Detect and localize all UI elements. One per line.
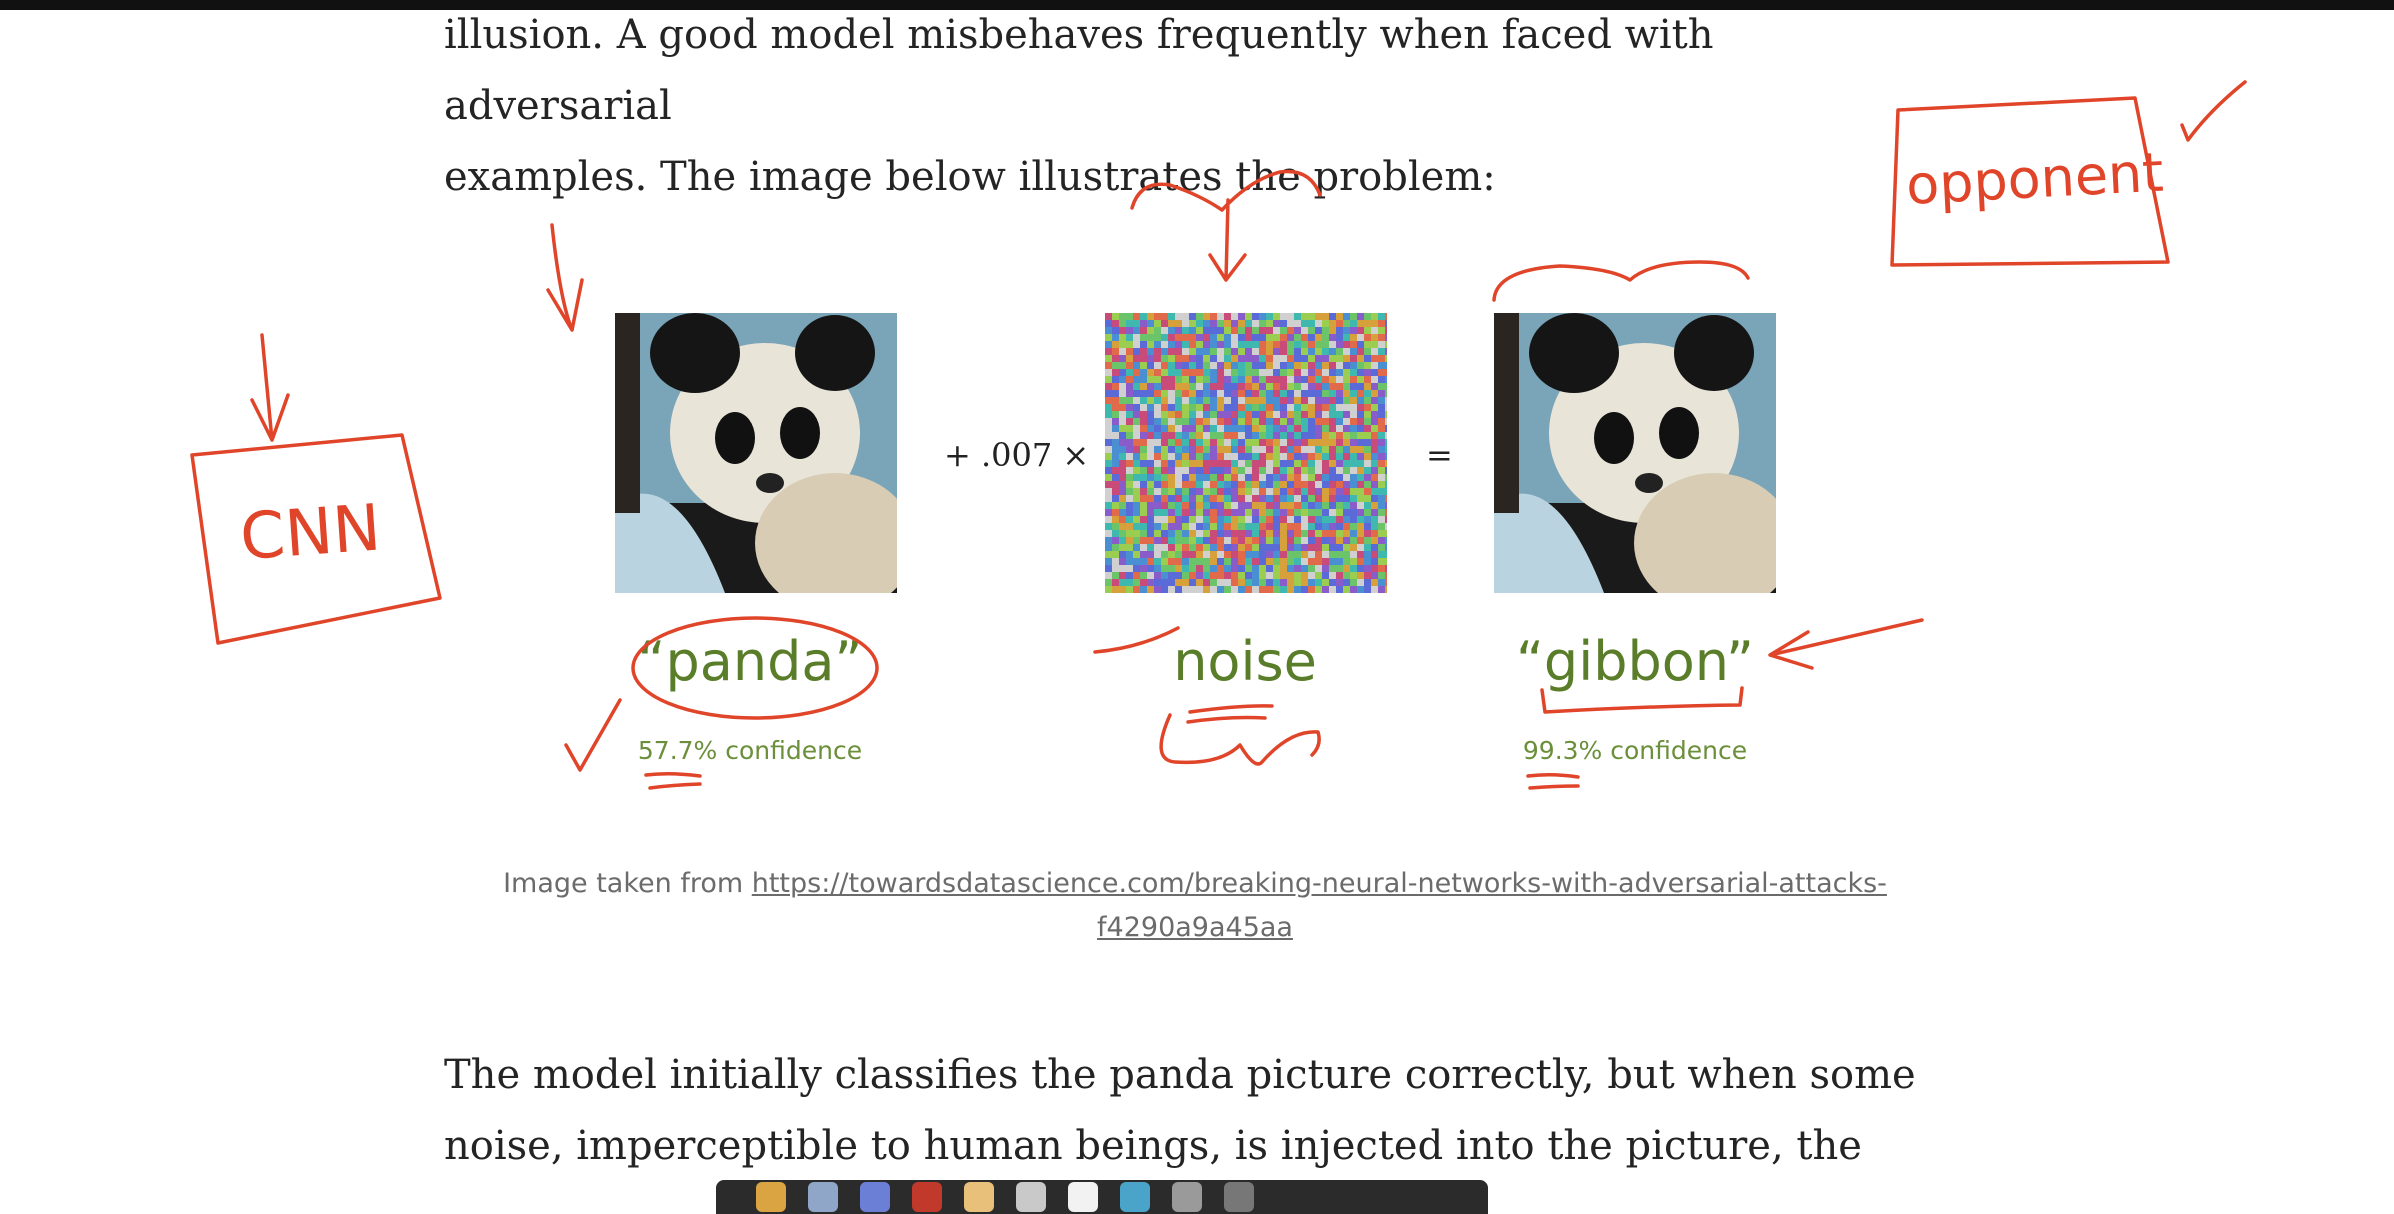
laser-tool-icon[interactable] [1120,1182,1150,1212]
floating-toolbar [716,1180,1488,1214]
paragraph-line: examples. The image below illustrates th… [444,154,1496,200]
marker-tool-icon[interactable] [964,1182,994,1212]
article-paragraph-1: illusion. A good model misbehaves freque… [444,0,1924,213]
gibbon-brace-top [1492,260,1750,302]
noise-underline [1159,704,1321,766]
arrow-to-panda [546,223,584,332]
check-opponent [2180,80,2247,142]
cnn-box [190,433,442,645]
arrow-to-gibbon [1768,618,1924,670]
article-paragraph-2: The model initially classifies the panda… [444,1040,1924,1182]
figure-caption: Image taken from https://towardsdatascie… [420,862,1970,950]
caption-link-line-1[interactable]: https://towardsdatascience.com/breaking-… [751,868,1887,899]
noise-image [1105,313,1387,593]
caption-link[interactable]: https://towardsdatascience.com/breaking-… [752,868,1887,943]
opponent-box-text: opponent [1904,141,2164,217]
confidence-gibbon: 99.3% confidence [1522,736,1748,765]
plus-operator: + .007 × [944,436,1090,474]
gibbon-image [1494,313,1776,593]
pointer-tool-icon[interactable] [756,1182,786,1212]
highlighter-tool-icon[interactable] [860,1182,890,1212]
arrow-to-cnn [250,333,290,442]
eraser-tool-icon[interactable] [808,1182,838,1212]
caption-link-line-2[interactable]: f4290a9a45aa [1097,912,1293,943]
label-panda: “panda” [637,630,863,693]
label-gibbon: “gibbon” [1515,630,1755,693]
opponent-box [1890,96,2170,267]
paragraph-line: The model initially classifies the panda… [444,1052,1916,1098]
minimize-icon[interactable] [1224,1182,1254,1212]
underline-panda-conf [644,771,702,790]
confidence-panda: 57.7% confidence [637,736,863,765]
equals-operator: = [1426,436,1453,474]
whiteboard-icon[interactable] [1068,1182,1098,1212]
panda-image [615,313,897,593]
paragraph-line: illusion. A good model misbehaves freque… [444,12,1714,129]
pen-tool-icon[interactable] [912,1182,942,1212]
caption-prefix: Image taken from [503,868,752,899]
shape-tool-icon[interactable] [1016,1182,1046,1212]
label-noise: noise [1173,630,1317,693]
paragraph-line: noise, imperceptible to human beings, is… [444,1123,1862,1169]
underline-gibbon-conf [1526,772,1580,790]
window-top-bar [0,0,2394,10]
cnn-box-text: CNN [238,491,383,575]
settings-icon[interactable] [1172,1182,1202,1212]
